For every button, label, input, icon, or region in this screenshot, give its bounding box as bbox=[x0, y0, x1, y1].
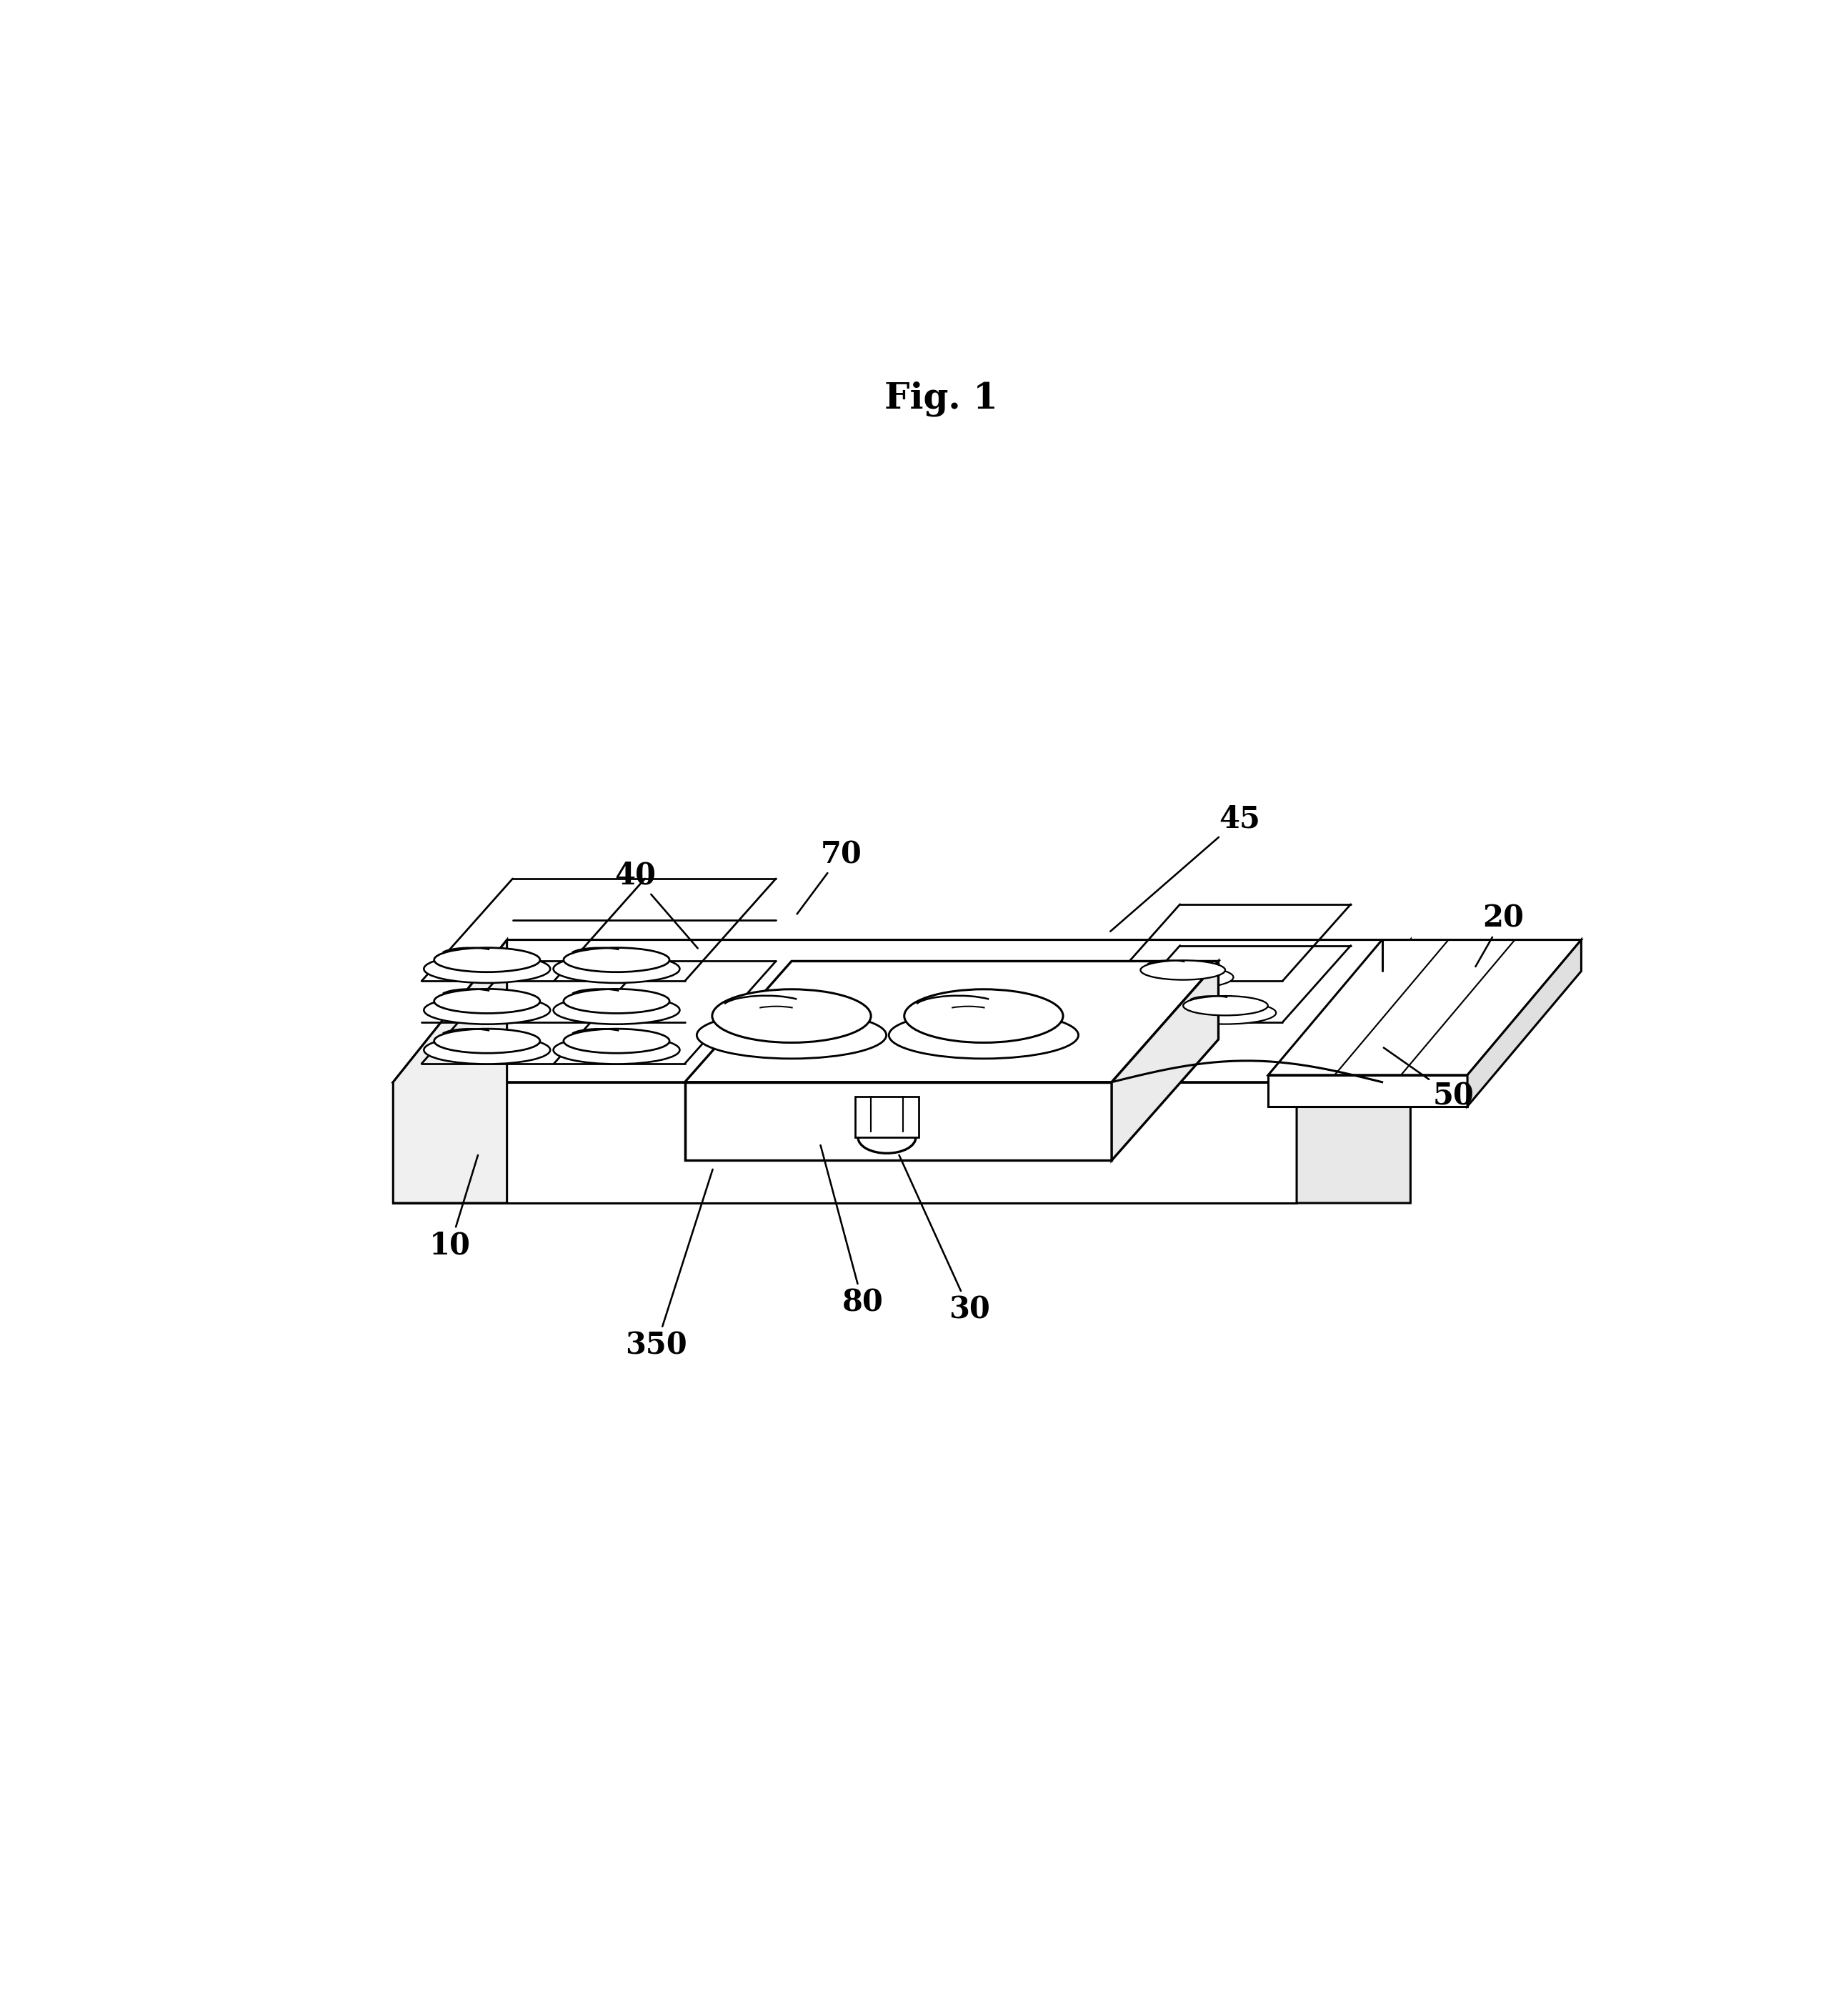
Polygon shape bbox=[1296, 939, 1410, 1204]
Ellipse shape bbox=[433, 990, 540, 1014]
Text: 40: 40 bbox=[615, 861, 698, 948]
Ellipse shape bbox=[553, 1036, 679, 1064]
Ellipse shape bbox=[1140, 960, 1225, 980]
Text: 30: 30 bbox=[900, 1155, 990, 1325]
Polygon shape bbox=[393, 1083, 1296, 1204]
Ellipse shape bbox=[564, 990, 670, 1014]
Text: 350: 350 bbox=[626, 1169, 712, 1361]
Polygon shape bbox=[1467, 939, 1581, 1107]
Text: 20: 20 bbox=[1476, 903, 1524, 966]
Ellipse shape bbox=[424, 996, 551, 1024]
Polygon shape bbox=[685, 962, 1219, 1083]
Polygon shape bbox=[685, 1083, 1113, 1161]
Text: 50: 50 bbox=[1384, 1048, 1474, 1111]
Ellipse shape bbox=[564, 948, 670, 972]
Text: 45: 45 bbox=[1111, 804, 1261, 931]
Ellipse shape bbox=[698, 1012, 887, 1058]
Ellipse shape bbox=[424, 1036, 551, 1064]
Polygon shape bbox=[856, 1097, 918, 1137]
Ellipse shape bbox=[424, 956, 551, 984]
Text: Fig. 1: Fig. 1 bbox=[885, 381, 997, 417]
Ellipse shape bbox=[553, 956, 679, 984]
Ellipse shape bbox=[564, 1028, 670, 1052]
Polygon shape bbox=[1269, 939, 1581, 1075]
Ellipse shape bbox=[905, 990, 1063, 1042]
Ellipse shape bbox=[433, 1028, 540, 1052]
Ellipse shape bbox=[1175, 1002, 1276, 1024]
Ellipse shape bbox=[1182, 996, 1269, 1016]
Text: 10: 10 bbox=[430, 1155, 477, 1260]
Polygon shape bbox=[1269, 1075, 1467, 1107]
Text: 70: 70 bbox=[797, 839, 863, 913]
Polygon shape bbox=[393, 939, 1410, 1083]
Polygon shape bbox=[1113, 962, 1219, 1161]
Ellipse shape bbox=[889, 1012, 1078, 1058]
Ellipse shape bbox=[712, 990, 870, 1042]
Text: 80: 80 bbox=[821, 1145, 883, 1318]
Ellipse shape bbox=[1133, 966, 1234, 988]
Polygon shape bbox=[393, 939, 507, 1204]
Ellipse shape bbox=[433, 948, 540, 972]
Ellipse shape bbox=[553, 996, 679, 1024]
